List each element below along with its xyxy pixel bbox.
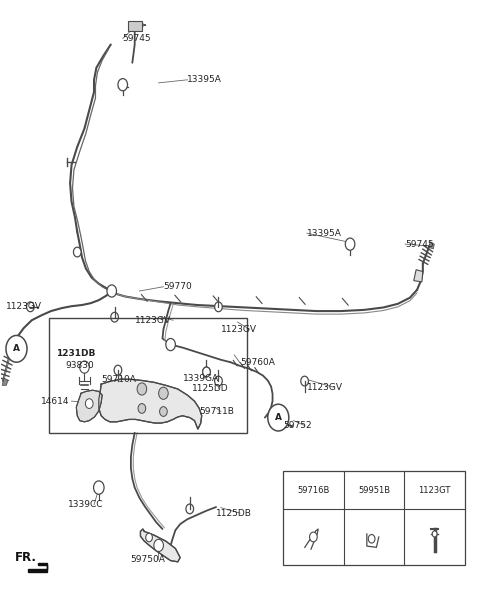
Bar	[283, 471, 465, 565]
Text: 1123GV: 1123GV	[135, 316, 171, 325]
Text: 1231DB: 1231DB	[56, 349, 95, 358]
Circle shape	[432, 531, 437, 537]
Text: 1339GA: 1339GA	[182, 373, 219, 382]
Circle shape	[107, 285, 117, 297]
Text: 1125DD: 1125DD	[192, 384, 229, 393]
Circle shape	[186, 504, 193, 514]
Text: FR.: FR.	[15, 551, 37, 564]
Circle shape	[6, 336, 27, 362]
Text: A: A	[275, 413, 282, 422]
Circle shape	[94, 481, 104, 494]
Circle shape	[154, 539, 163, 551]
Text: 59752: 59752	[283, 421, 312, 430]
Text: 59760A: 59760A	[240, 358, 275, 367]
Circle shape	[137, 383, 147, 395]
Polygon shape	[99, 379, 202, 429]
Circle shape	[203, 367, 210, 377]
Polygon shape	[429, 242, 434, 249]
Polygon shape	[76, 390, 102, 422]
Text: 93830: 93830	[65, 361, 94, 370]
Text: 59745: 59745	[123, 34, 151, 43]
Circle shape	[159, 407, 167, 417]
Circle shape	[301, 376, 309, 386]
Text: 1123GT: 1123GT	[419, 486, 451, 495]
Text: 13395A: 13395A	[187, 75, 222, 84]
Text: 13395A: 13395A	[307, 229, 342, 238]
Text: 1123GV: 1123GV	[221, 325, 257, 334]
Circle shape	[85, 399, 93, 409]
Circle shape	[345, 238, 355, 250]
Circle shape	[114, 365, 122, 375]
Text: 59745: 59745	[405, 240, 434, 249]
Text: 1125DB: 1125DB	[216, 509, 252, 518]
Circle shape	[268, 404, 289, 431]
Circle shape	[310, 532, 317, 542]
Text: 59716B: 59716B	[297, 486, 330, 495]
Circle shape	[368, 534, 375, 543]
Circle shape	[138, 404, 146, 414]
Circle shape	[111, 312, 119, 322]
Polygon shape	[28, 563, 47, 572]
Text: 1123GV: 1123GV	[307, 382, 343, 392]
Text: 14614: 14614	[41, 396, 70, 406]
Polygon shape	[414, 270, 423, 282]
Text: 59951B: 59951B	[358, 486, 390, 495]
Text: 1339CC: 1339CC	[68, 500, 103, 509]
Circle shape	[118, 79, 128, 91]
Circle shape	[80, 361, 89, 373]
Circle shape	[73, 247, 81, 257]
Text: 59770: 59770	[163, 282, 192, 291]
Text: 1123GV: 1123GV	[5, 303, 41, 311]
Polygon shape	[141, 529, 180, 562]
Polygon shape	[128, 21, 142, 31]
Text: A: A	[13, 344, 20, 353]
Bar	[48, 318, 247, 433]
Circle shape	[203, 367, 210, 377]
Text: 59711B: 59711B	[199, 407, 234, 416]
Circle shape	[166, 339, 175, 351]
Circle shape	[146, 533, 153, 542]
Text: 59750A: 59750A	[130, 555, 165, 564]
Circle shape	[215, 376, 222, 386]
Circle shape	[26, 302, 34, 312]
Circle shape	[215, 302, 222, 312]
Polygon shape	[2, 378, 8, 386]
Text: 59710A: 59710A	[101, 375, 136, 384]
Circle shape	[158, 387, 168, 400]
